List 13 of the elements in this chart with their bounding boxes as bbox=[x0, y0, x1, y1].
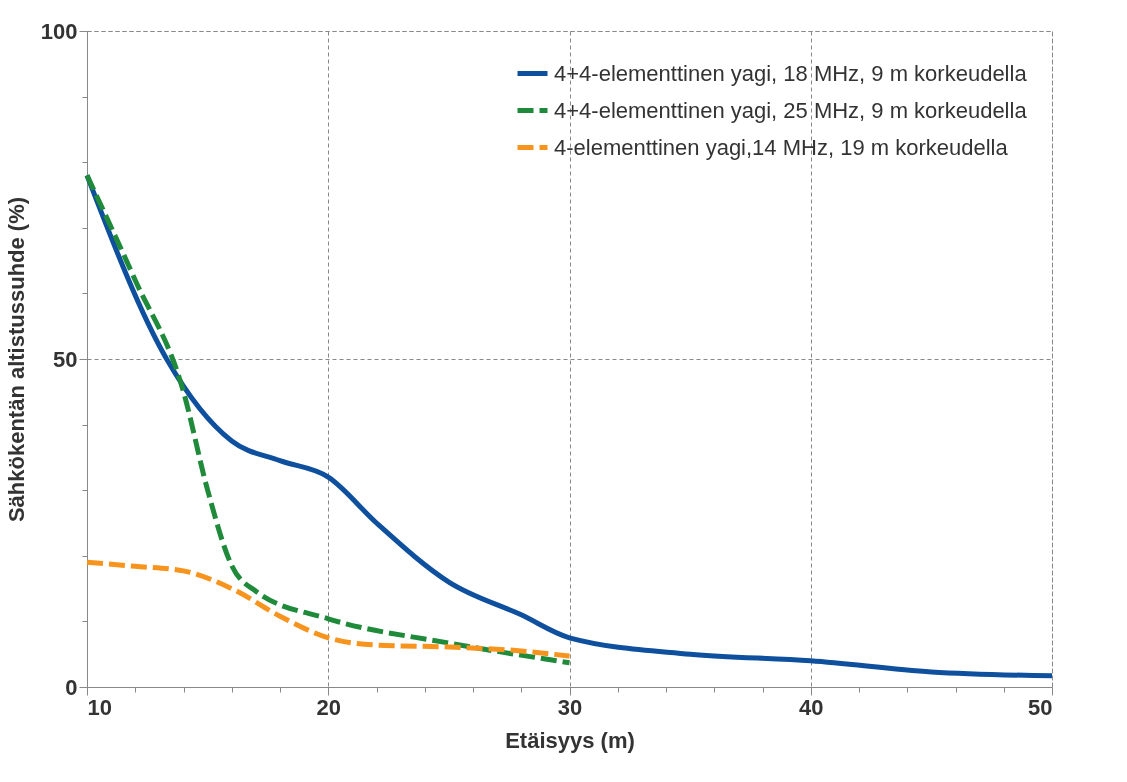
x-tick-label: 10 bbox=[87, 694, 112, 720]
y-tick-label: 0 bbox=[65, 674, 78, 700]
y-axis-title: Sähkökentän altistussuhde (%) bbox=[3, 196, 29, 523]
y-tick-label: 50 bbox=[53, 346, 78, 372]
legend-label: 4+4-elementtinen yagi, 25 MHz, 9 m korkeudella bbox=[554, 97, 1028, 123]
legend-label: 4-elementtinen yagi,14 MHz, 19 m korkeudella bbox=[554, 134, 1009, 160]
x-tick-label: 20 bbox=[316, 694, 341, 720]
x-tick-label: 50 bbox=[1028, 694, 1053, 720]
x-tick-label: 40 bbox=[799, 694, 824, 720]
x-axis-title: Etäisyys (m) bbox=[505, 727, 635, 753]
y-tick-label: 100 bbox=[40, 18, 78, 44]
x-tick-label: 30 bbox=[557, 694, 583, 720]
legend-label: 4+4-elementtinen yagi, 18 MHz, 9 m korkeudella bbox=[554, 60, 1028, 86]
